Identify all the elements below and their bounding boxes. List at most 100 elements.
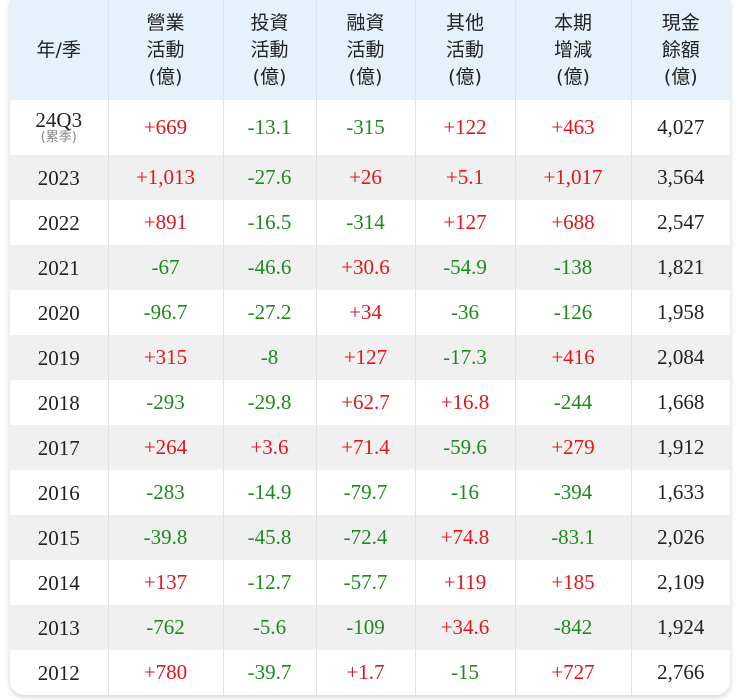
operating-cell: -762 <box>107 605 223 650</box>
table-row: 2023 +1,013 -27.6 +26 +5.1 +1,017 3,564 <box>10 155 730 200</box>
table-row: 24Q3 (累季) +669 -13.1 -315 +122 +463 4,027 <box>10 100 730 155</box>
investing-cell: +3.6 <box>222 425 316 470</box>
header-financing: 融資 活動 (億) <box>315 0 415 100</box>
header-label-line: 活動 <box>445 38 484 61</box>
other-cell: +5.1 <box>414 155 515 200</box>
period-label: 2016 <box>37 480 80 505</box>
investing-cell: -27.6 <box>222 155 316 200</box>
operating-cell: -39.8 <box>107 515 223 560</box>
header-label-line: (億) <box>348 65 383 88</box>
investing-cell: -12.7 <box>222 560 316 605</box>
operating-cell: +780 <box>107 650 223 695</box>
period-label: 2023 <box>37 165 80 190</box>
financing-cell: +62.7 <box>315 380 415 425</box>
header-label-line: (億) <box>148 65 183 88</box>
header-label-line: (億) <box>448 65 482 88</box>
net-change-cell: +185 <box>514 560 631 605</box>
period-cell: 2012 <box>10 650 108 695</box>
financing-cell: -72.4 <box>315 515 415 560</box>
header-investing: 投資 活動 (億) <box>222 0 316 100</box>
other-cell: -16 <box>414 470 515 515</box>
header-label-line: 增減 <box>553 38 592 61</box>
table-body: 24Q3 (累季) +669 -13.1 -315 +122 +463 4,027 2023 +1… <box>10 100 730 695</box>
financing-cell: -57.7 <box>315 560 415 605</box>
operating-cell: +264 <box>107 425 223 470</box>
period-label: 24Q3 <box>35 108 83 132</box>
table-row: 2019 +315 -8 +127 -17.3 +416 2,084 <box>10 335 730 380</box>
net-change-cell: -244 <box>514 380 631 425</box>
other-cell: +127 <box>414 200 515 245</box>
net-change-cell: +416 <box>514 335 631 380</box>
operating-cell: -96.7 <box>107 290 223 335</box>
period-cell: 2019 <box>10 335 108 380</box>
net-change-cell: +727 <box>514 650 631 695</box>
period-cell: 2023 <box>10 155 108 200</box>
other-cell: -36 <box>414 290 515 335</box>
table-header-row: 年/季 營業 活動 (億) 投資 活動 (億) 融資 活動 (億) 其他 活動 (億) 本期 增減 (億) 現金… <box>10 0 730 100</box>
operating-cell: -293 <box>107 380 223 425</box>
header-label-line: (億) <box>663 65 698 88</box>
financing-cell: +1.7 <box>315 650 415 695</box>
cash-balance-cell: 2,547 <box>630 200 730 245</box>
table-row: 2013 -762 -5.6 -109 +34.6 -842 1,924 <box>10 605 730 650</box>
period-label: 2021 <box>37 255 80 280</box>
cash-balance-cell: 1,668 <box>630 380 730 425</box>
other-cell: +122 <box>414 100 515 155</box>
period-cell: 2020 <box>10 290 108 335</box>
header-label-line: 其他 <box>445 11 484 34</box>
cash-balance-cell: 3,564 <box>630 155 730 200</box>
period-label: 2013 <box>37 615 80 640</box>
investing-cell: -27.2 <box>222 290 316 335</box>
operating-cell: +669 <box>107 100 223 155</box>
net-change-cell: +279 <box>514 425 631 470</box>
table-row: 2021 -67 -46.6 +30.6 -54.9 -138 1,821 <box>10 245 730 290</box>
table-row: 2017 +264 +3.6 +71.4 -59.6 +279 1,912 <box>10 425 730 470</box>
investing-cell: -39.7 <box>222 650 316 695</box>
net-change-cell: +688 <box>514 200 631 245</box>
period-label: 2015 <box>37 525 80 550</box>
table-row: 2020 -96.7 -27.2 +34 -36 -126 1,958 <box>10 290 730 335</box>
other-cell: +16.8 <box>414 380 515 425</box>
cash-balance-cell: 1,821 <box>630 245 730 290</box>
cash-flow-table-card: 年/季 營業 活動 (億) 投資 活動 (億) 融資 活動 (億) 其他 活動 (億) 本期 增減 (億) 現金… <box>10 0 730 695</box>
other-cell: +119 <box>414 560 515 605</box>
other-cell: -15 <box>414 650 515 695</box>
financing-cell: -109 <box>315 605 415 650</box>
header-label-line: 活動 <box>146 38 185 61</box>
financing-cell: -314 <box>315 200 415 245</box>
period-cell: 2016 <box>10 470 108 515</box>
period-note: (累季) <box>40 130 77 145</box>
period-label: 2019 <box>37 345 80 370</box>
header-net-change: 本期 增減 (億) <box>514 0 631 100</box>
investing-cell: -46.6 <box>222 245 316 290</box>
investing-cell: -8 <box>222 335 316 380</box>
operating-cell: +1,013 <box>107 155 223 200</box>
operating-cell: +137 <box>107 560 223 605</box>
period-label: 2020 <box>37 300 80 325</box>
table-row: 2014 +137 -12.7 -57.7 +119 +185 2,109 <box>10 560 730 605</box>
header-label-line: 餘額 <box>661 38 700 61</box>
financing-cell: +30.6 <box>315 245 415 290</box>
period-cell: 2021 <box>10 245 108 290</box>
period-label: 2014 <box>37 570 80 595</box>
table-row: 2022 +891 -16.5 -314 +127 +688 2,547 <box>10 200 730 245</box>
header-label-line: 融資 <box>346 11 385 34</box>
net-change-cell: -83.1 <box>514 515 631 560</box>
period-label: 2012 <box>37 660 80 685</box>
investing-cell: -13.1 <box>222 100 316 155</box>
period-cell: 2022 <box>10 200 108 245</box>
operating-cell: -67 <box>107 245 223 290</box>
net-change-cell: -138 <box>514 245 631 290</box>
cash-balance-cell: 2,109 <box>630 560 730 605</box>
operating-cell: +315 <box>107 335 223 380</box>
net-change-cell: -842 <box>514 605 631 650</box>
other-cell: -59.6 <box>414 425 515 470</box>
net-change-cell: +463 <box>514 100 631 155</box>
financing-cell: +127 <box>315 335 415 380</box>
header-label-line: 年/季 <box>36 38 81 61</box>
cash-balance-cell: 2,766 <box>630 650 730 695</box>
other-cell: -54.9 <box>414 245 515 290</box>
table-row: 2018 -293 -29.8 +62.7 +16.8 -244 1,668 <box>10 380 730 425</box>
header-label-line: 營業 <box>146 11 185 34</box>
period-label: 2022 <box>37 210 80 235</box>
